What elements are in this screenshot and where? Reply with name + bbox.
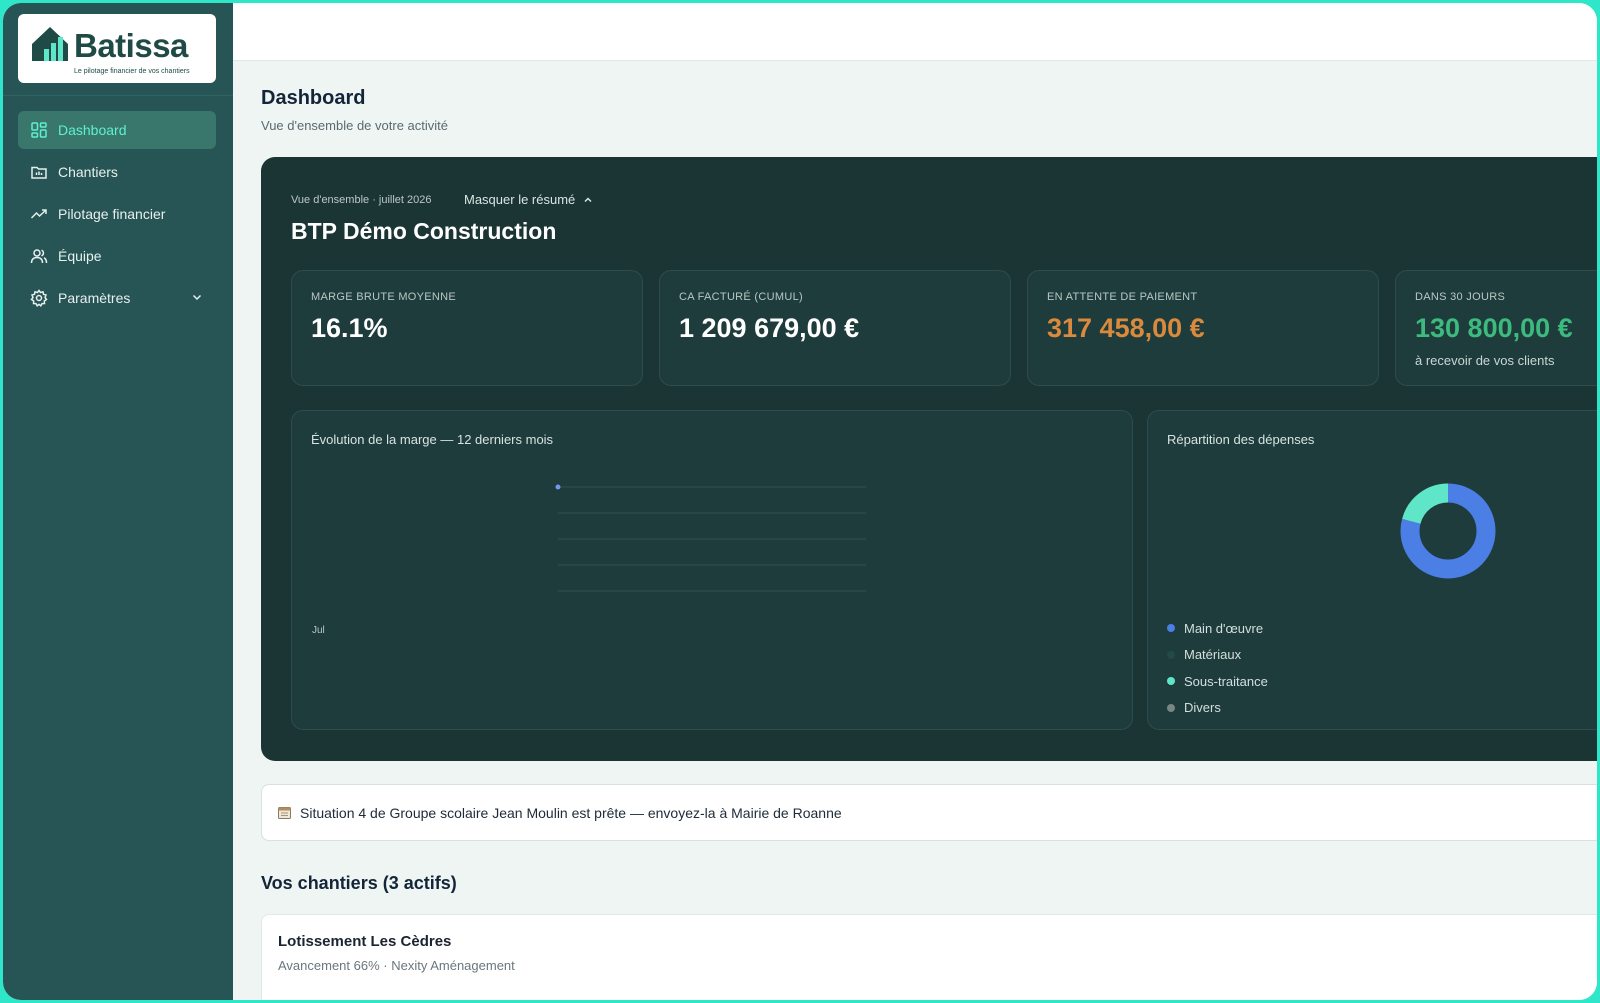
legend-dot (1167, 624, 1175, 633)
sidebar-item-parametres[interactable]: Paramètres (18, 279, 216, 317)
hide-summary-toggle[interactable]: Masquer le résumé (464, 192, 594, 207)
legend-item: Sous-traitance (1167, 668, 1268, 695)
sidebar-item-label: Équipe (58, 248, 102, 264)
margin-chart-card: Évolution de la marge — 12 derniers mois… (291, 410, 1133, 730)
donut-slice (1400, 483, 1496, 579)
legend-dot (1167, 703, 1175, 712)
legend-item: Divers (1167, 695, 1268, 722)
legend-dot (1167, 677, 1175, 686)
trend-icon (30, 205, 48, 223)
kpi-label: DANS 30 JOURS (1415, 291, 1506, 303)
brand-tagline: Le pilotage financier de vos chantiers (74, 68, 190, 75)
kpi-label: MARGE BRUTE MOYENNE (311, 291, 457, 303)
app-window: Batissa Le pilotage financier de vos cha… (3, 3, 1597, 1000)
margin-line-chart: Jul (312, 484, 866, 636)
expense-legend: Main d'œuvre Matériaux Sous-traitance Di… (1167, 615, 1268, 721)
chevron-up-icon (584, 196, 592, 202)
users-icon (30, 247, 48, 265)
legend-item: Matériaux (1167, 642, 1268, 669)
hide-summary-label: Masquer le résumé (464, 192, 576, 207)
dashboard-icon (30, 121, 48, 139)
project-name: Lotissement Les Cèdres (278, 933, 452, 950)
project-meta: Avancement 66% · Nexity Aménagement (278, 958, 515, 973)
summary-panel: Vue d'ensemble · juillet 2026 Masquer le… (261, 157, 1597, 761)
kpi-card-ca-facture: CA FACTURÉ (CUMUL) 1 209 679,00 € (659, 270, 1011, 386)
house-chart-icon (32, 27, 68, 61)
gear-icon (30, 289, 48, 307)
sidebar-item-equipe[interactable]: Équipe (18, 237, 216, 275)
sidebar-item-dashboard[interactable]: Dashboard (18, 111, 216, 149)
legend-label: Sous-traitance (1184, 673, 1268, 689)
sidebar-item-pilotage-financier[interactable]: Pilotage financier (18, 195, 216, 233)
kpi-card-marge: MARGE BRUTE MOYENNE 16.1% (291, 270, 643, 386)
sidebar-item-chantiers[interactable]: Chantiers (18, 153, 216, 191)
sidebar-item-label: Chantiers (58, 164, 118, 180)
kpi-label: EN ATTENTE DE PAIEMENT (1047, 291, 1198, 303)
page-subtitle: Vue d'ensemble de votre activité (261, 118, 448, 133)
expense-chart-card: Répartition des dépenses Main d'œuvre Ma… (1147, 410, 1597, 730)
legend-dot (1167, 650, 1175, 659)
legend-label: Divers (1184, 700, 1221, 716)
page-title: Dashboard (261, 87, 366, 109)
kpi-note: à recevoir de vos clients (1415, 353, 1555, 368)
kpi-label: CA FACTURÉ (CUMUL) (679, 291, 803, 303)
sidebar-divider (3, 95, 233, 96)
calendar-icon (278, 807, 291, 819)
summary-period: Vue d'ensemble · juillet 2026 (291, 194, 432, 206)
chart-x-tick-label: Jul (312, 625, 325, 636)
top-header-bar (233, 3, 1597, 61)
legend-label: Main d'œuvre (1184, 620, 1264, 636)
expense-chart-title: Répartition des dépenses (1167, 432, 1315, 447)
chart-data-point (555, 484, 561, 490)
project-card[interactable]: Lotissement Les Cèdres Avancement 66% · … (261, 914, 1597, 1000)
brand-name: Batissa (74, 27, 188, 64)
kpi-value: 1 209 679,00 € (679, 313, 860, 343)
brand-logo[interactable]: Batissa Le pilotage financier de vos cha… (18, 14, 216, 83)
projects-section-title: Vos chantiers (3 actifs) (261, 873, 457, 893)
sidebar-item-label: Pilotage financier (58, 206, 166, 222)
legend-item: Main d'œuvre (1167, 615, 1268, 642)
company-name: BTP Démo Construction (291, 218, 557, 244)
sidebar-item-label: Dashboard (58, 122, 127, 138)
kpi-value: 130 800,00 € (1415, 313, 1573, 343)
margin-chart-title: Évolution de la marge — 12 derniers mois (311, 432, 554, 447)
kpi-card-en-attente: EN ATTENTE DE PAIEMENT 317 458,00 € (1027, 270, 1379, 386)
kpi-card-30-jours: DANS 30 JOURS 130 800,00 € à recevoir de… (1395, 270, 1597, 386)
kpi-value: 317 458,00 € (1047, 313, 1205, 343)
sidebar: Batissa Le pilotage financier de vos cha… (3, 3, 233, 1000)
sidebar-item-label: Paramètres (58, 290, 131, 306)
sidebar-nav: Dashboard Chantiers Pilotage financier (18, 111, 216, 321)
notice-text: Situation 4 de Groupe scolaire Jean Moul… (300, 804, 842, 821)
chevron-down-icon[interactable] (190, 290, 204, 304)
legend-label: Matériaux (1184, 647, 1242, 663)
expense-donut-chart (1400, 483, 1496, 579)
situation-notice[interactable]: Situation 4 de Groupe scolaire Jean Moul… (261, 784, 1597, 841)
kpi-value: 16.1% (311, 313, 388, 343)
folder-icon (30, 163, 48, 181)
